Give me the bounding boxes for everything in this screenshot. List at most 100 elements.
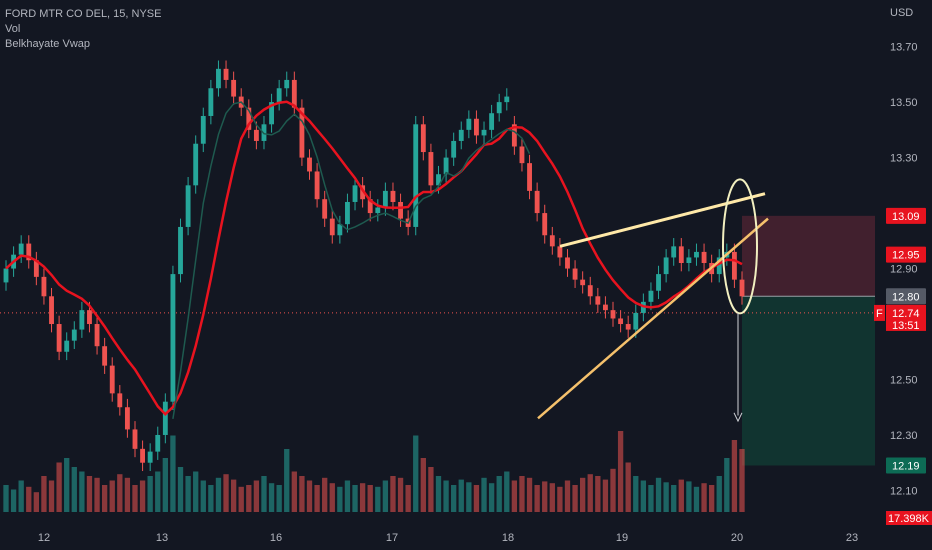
volume-bar bbox=[33, 492, 40, 512]
candle-body bbox=[162, 401, 168, 435]
volume-bar bbox=[610, 468, 616, 512]
candle-body bbox=[193, 143, 199, 186]
candle-body bbox=[49, 296, 54, 325]
volume-bar bbox=[678, 479, 684, 512]
volume-bar bbox=[739, 449, 745, 512]
candle-body bbox=[253, 129, 259, 141]
stop-loss-zone bbox=[742, 215, 875, 297]
volume-bar bbox=[193, 471, 199, 512]
volume-bar bbox=[663, 482, 669, 512]
price-tag-label: 12.95 bbox=[892, 250, 920, 262]
candle-body bbox=[557, 246, 563, 258]
volume-bar bbox=[48, 480, 55, 512]
volume-bar bbox=[564, 480, 571, 512]
volume-bar bbox=[443, 480, 449, 512]
indicator-lines bbox=[5, 100, 743, 420]
y-tick-label: 13.70 bbox=[890, 42, 918, 54]
volume-bar bbox=[504, 471, 510, 512]
candle-body bbox=[496, 102, 502, 114]
candle-body bbox=[367, 199, 373, 214]
candle-body bbox=[686, 257, 692, 263]
legend-volume[interactable]: Vol bbox=[5, 23, 21, 35]
volume-bar bbox=[132, 485, 138, 512]
candle-body bbox=[701, 251, 707, 263]
x-tick-label: 16 bbox=[270, 532, 282, 544]
y-tick-label: 12.30 bbox=[890, 430, 918, 442]
volume-bar bbox=[291, 471, 297, 512]
candle-body bbox=[610, 310, 616, 319]
candle-body bbox=[595, 296, 601, 305]
candle-body bbox=[534, 190, 540, 214]
currency-label: USD bbox=[890, 7, 913, 19]
price-tags: 13.0912.9512.8012.7412.1912.7413:51F17.3… bbox=[874, 207, 932, 525]
candle-body bbox=[527, 163, 532, 191]
volume-bar bbox=[549, 483, 555, 512]
volume-bar bbox=[230, 479, 237, 512]
volume-bar bbox=[352, 485, 358, 512]
volume-bar bbox=[488, 483, 495, 512]
volume-bar bbox=[671, 485, 677, 512]
volume-bar bbox=[701, 483, 707, 512]
volume-bar bbox=[602, 479, 609, 512]
volume-bar bbox=[428, 467, 434, 512]
candle-body bbox=[716, 257, 722, 275]
price-tag-label: 12.80 bbox=[892, 291, 920, 303]
countdown-label: 13:51 bbox=[892, 320, 920, 332]
volume-bar bbox=[314, 485, 320, 512]
x-tick-label: 18 bbox=[502, 532, 514, 544]
price-tag-box bbox=[886, 457, 926, 474]
volume-bar bbox=[246, 485, 252, 512]
volume-bar bbox=[511, 480, 518, 512]
last-price-label: 12.74 bbox=[892, 308, 920, 320]
candle-body bbox=[580, 279, 586, 286]
legend-symbol[interactable]: FORD MTR CO DEL, 15, NYSE bbox=[5, 8, 162, 20]
price-axis[interactable]: USD 13.70 13.50 13.30 12.90 12.50 12.30 12.10 bbox=[890, 7, 918, 497]
volume-bar bbox=[124, 477, 131, 512]
volume-bar bbox=[359, 483, 366, 512]
volume-bar bbox=[268, 483, 275, 512]
volume-bar bbox=[655, 477, 662, 512]
candle-body bbox=[656, 274, 661, 291]
volume-bar bbox=[367, 485, 373, 512]
time-axis[interactable]: 12 13 16 17 18 19 20 23 bbox=[38, 532, 858, 544]
volume-bar bbox=[109, 480, 115, 512]
legend-vwap[interactable]: Belkhayate Vwap bbox=[5, 38, 90, 50]
candle-body bbox=[466, 118, 472, 130]
candle-body bbox=[345, 201, 350, 225]
volume-bar bbox=[496, 476, 502, 512]
candle-body bbox=[185, 185, 191, 227]
volume-bar bbox=[276, 485, 282, 512]
trade-zones bbox=[0, 215, 885, 466]
volume-bar bbox=[64, 458, 70, 512]
candle-body bbox=[329, 218, 335, 236]
candle-body bbox=[382, 190, 388, 208]
candle-body bbox=[671, 246, 677, 258]
volume-bar bbox=[18, 480, 24, 512]
volume-bar bbox=[617, 431, 624, 512]
candle-body bbox=[56, 324, 62, 352]
vwap-line bbox=[172, 101, 531, 420]
volume-bar bbox=[344, 480, 351, 512]
candle-body bbox=[633, 312, 639, 330]
candle-body bbox=[618, 318, 624, 325]
volume-bar bbox=[473, 485, 480, 512]
candle-body bbox=[474, 118, 479, 136]
x-tick-label: 23 bbox=[846, 532, 858, 544]
highlight-ellipse bbox=[722, 178, 758, 315]
drawings[interactable] bbox=[537, 178, 769, 423]
candle-body bbox=[504, 96, 510, 103]
candle-body bbox=[322, 199, 328, 219]
candle-body bbox=[223, 68, 229, 80]
last-price-box bbox=[886, 304, 926, 331]
candle-body bbox=[269, 102, 274, 125]
candle-body bbox=[178, 226, 183, 275]
candle-body bbox=[360, 185, 366, 200]
volume-tag-box bbox=[886, 511, 932, 525]
lower-trendline bbox=[537, 217, 769, 420]
volume-bar bbox=[587, 474, 593, 512]
candle-body bbox=[648, 290, 654, 302]
candle-body bbox=[155, 434, 161, 452]
candle-body bbox=[436, 174, 441, 186]
y-tick-label: 12.10 bbox=[890, 485, 918, 497]
